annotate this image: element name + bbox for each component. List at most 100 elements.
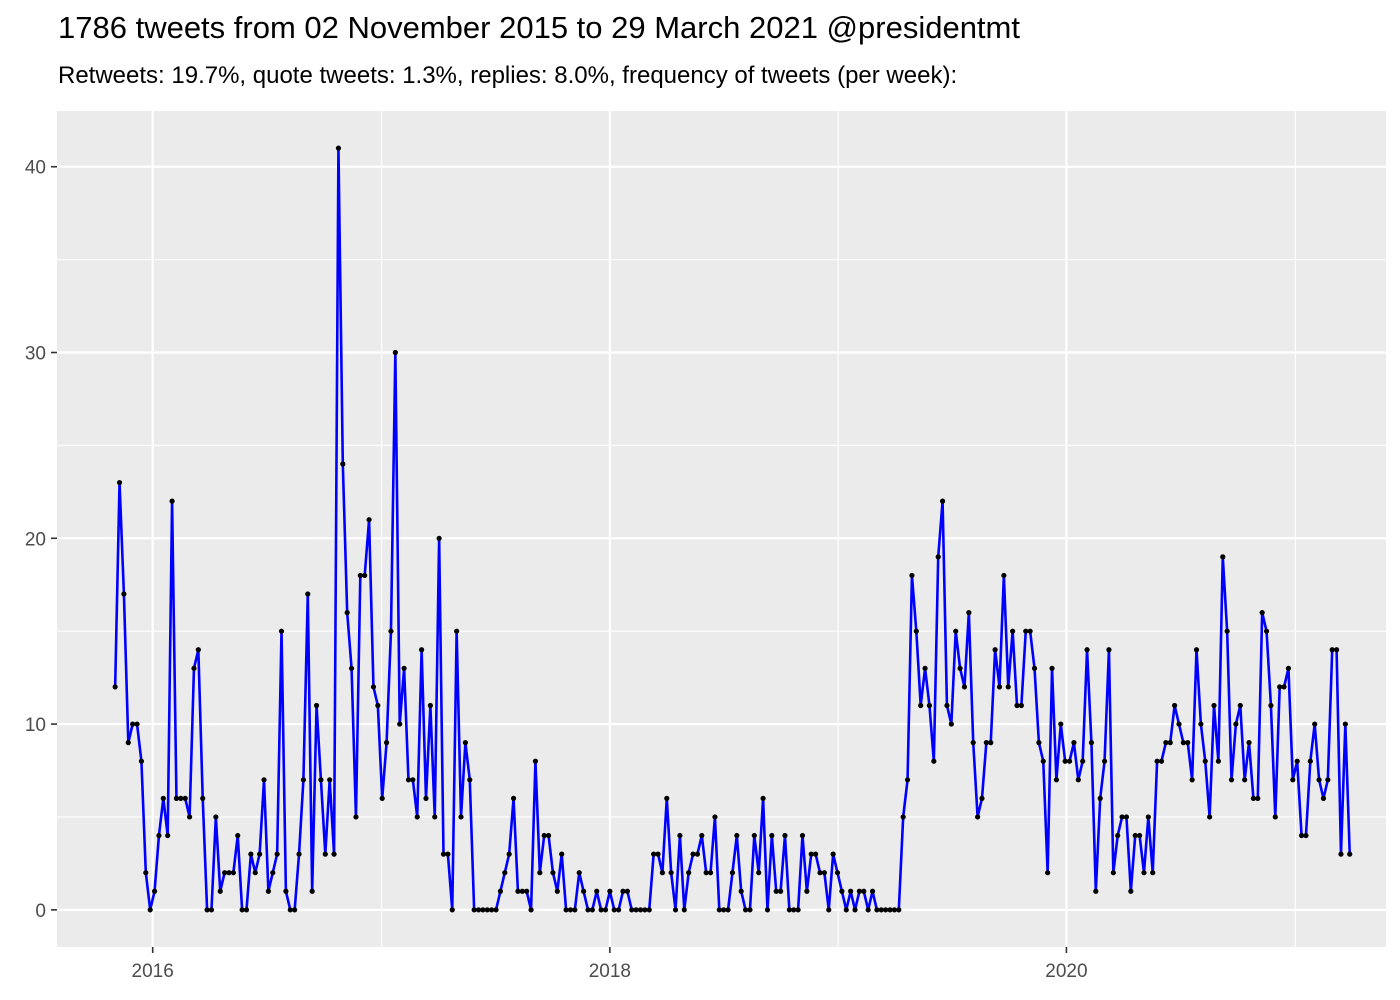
data-point [392, 349, 398, 356]
data-point [1088, 740, 1095, 746]
data-point [1145, 814, 1151, 820]
data-point [419, 647, 425, 653]
data-point [1132, 832, 1138, 839]
data-point [1298, 832, 1305, 839]
data-point [756, 870, 762, 876]
data-point [1211, 702, 1217, 709]
data-point [1176, 721, 1182, 727]
data-point [598, 907, 604, 913]
data-point [130, 721, 136, 727]
data-point [1075, 777, 1081, 783]
data-point [848, 888, 854, 894]
data-point [585, 907, 591, 913]
data-point [296, 851, 302, 857]
data-point [1294, 758, 1300, 764]
data-point [519, 888, 525, 894]
data-point [248, 851, 254, 857]
data-point [891, 907, 898, 913]
data-point [1119, 814, 1125, 820]
data-point [559, 851, 565, 857]
data-point [808, 851, 814, 857]
data-point [506, 851, 512, 857]
data-point [966, 610, 972, 616]
data-point [147, 907, 153, 913]
data-point [138, 758, 145, 764]
data-point [1320, 795, 1327, 801]
data-point [1272, 814, 1278, 820]
data-point [1062, 758, 1068, 764]
data-point [1128, 888, 1134, 894]
data-point [1180, 740, 1186, 746]
y-axis: 0 10 20 30 40 [25, 158, 57, 922]
data-point [821, 870, 827, 876]
data-point [725, 907, 731, 913]
data-point [904, 777, 911, 783]
data-point [1101, 758, 1108, 764]
data-point [340, 461, 346, 467]
data-point [445, 851, 451, 857]
data-point [961, 684, 968, 690]
data-point [414, 814, 420, 820]
data-point [379, 795, 385, 801]
data-point [344, 610, 350, 616]
data-point [909, 572, 915, 579]
data-point [195, 647, 201, 653]
data-point [467, 777, 473, 783]
data-point [1036, 740, 1042, 746]
data-point [918, 702, 924, 709]
data-point [983, 740, 989, 746]
data-point [1110, 870, 1116, 876]
data-point [335, 145, 342, 151]
data-point [1040, 758, 1046, 764]
data-point [300, 777, 307, 783]
data-point [283, 888, 289, 894]
data-point [931, 758, 937, 764]
data-point [375, 702, 381, 709]
data-point [208, 907, 215, 913]
data-point [1281, 684, 1287, 690]
data-point [1018, 702, 1024, 709]
data-point [370, 684, 377, 690]
data-point [782, 832, 788, 839]
data-point [795, 907, 801, 913]
data-point [922, 665, 928, 671]
chart-title: 1786 tweets from 02 November 2015 to 29 … [58, 10, 1020, 45]
data-point [694, 851, 701, 857]
data-point [830, 851, 836, 857]
data-point [589, 907, 595, 913]
data-point [1097, 795, 1103, 801]
data-point [1189, 777, 1195, 783]
data-point [309, 888, 315, 894]
data-point [471, 907, 477, 913]
data-point [1333, 647, 1340, 653]
data-point [957, 665, 963, 671]
data-point [397, 721, 403, 727]
data-point [668, 870, 674, 876]
y-tick-label: 10 [25, 715, 46, 736]
data-point [524, 888, 530, 894]
data-point [900, 814, 906, 820]
data-point [651, 851, 657, 857]
data-point [410, 777, 416, 783]
data-point [322, 851, 328, 857]
data-point [935, 554, 941, 560]
data-point [1347, 851, 1353, 857]
data-point [493, 907, 499, 913]
data-point [804, 888, 810, 894]
data-point [287, 907, 293, 913]
data-point [362, 572, 368, 579]
data-point [1242, 777, 1248, 783]
data-point [1277, 684, 1283, 690]
data-point [1058, 721, 1064, 727]
data-point [944, 702, 950, 709]
data-point [1246, 740, 1252, 746]
data-point [125, 740, 131, 746]
data-point [1010, 628, 1016, 634]
data-point [222, 870, 228, 876]
data-point [423, 795, 429, 801]
data-point [988, 740, 994, 746]
data-point [616, 907, 622, 913]
data-point [545, 832, 552, 839]
data-point [182, 795, 188, 801]
data-point [235, 832, 241, 839]
